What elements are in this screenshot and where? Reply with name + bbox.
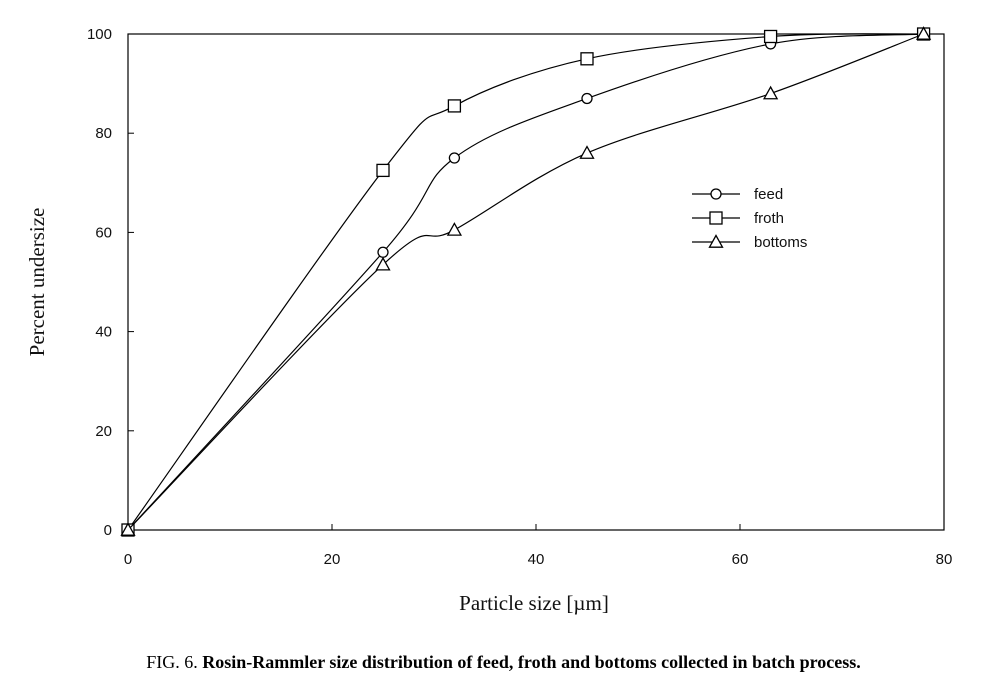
data-point-froth [447, 99, 462, 113]
x-tick-label: 20 [324, 551, 341, 568]
x-axis-title: Particle size [µm] [459, 591, 609, 615]
caption-label: FIG. 6. [146, 652, 198, 672]
series-bottoms [120, 26, 932, 536]
series-line-feed [127, 33, 924, 531]
legend-marker-froth [709, 211, 723, 225]
x-tick-label: 80 [936, 551, 953, 568]
data-point-feed [448, 152, 461, 164]
data-point-bottoms [120, 522, 136, 536]
series-froth [121, 27, 931, 537]
data-point-froth [763, 29, 778, 44]
y-axis-title: Percent undersize [25, 208, 49, 357]
y-tick-label: 60 [95, 224, 112, 241]
data-point-bottoms [375, 256, 391, 271]
legend-item-bottoms: bottoms [692, 234, 807, 251]
legend-label: bottoms [754, 234, 807, 251]
data-point-bottoms [579, 145, 595, 159]
caption-text: Rosin-Rammler size distribution of feed,… [202, 652, 861, 672]
legend-marker-feed [710, 188, 722, 200]
series-layer [120, 26, 932, 537]
legend-label: froth [754, 210, 784, 227]
data-point-feed [377, 246, 389, 258]
data-point-feed [581, 92, 593, 105]
legend-label: feed [754, 186, 783, 203]
legend-item-froth: froth [692, 210, 784, 227]
x-tick-label: 60 [732, 551, 749, 568]
series-feed [122, 28, 930, 536]
x-tick-label: 40 [528, 551, 545, 568]
x-tick-label: 0 [124, 551, 132, 568]
legend: feed froth bottoms [692, 186, 807, 251]
series-line-froth [127, 33, 924, 531]
data-point-froth [376, 163, 390, 178]
plot-frame [127, 33, 945, 531]
y-tick-label: 0 [104, 522, 112, 539]
data-point-froth [580, 52, 594, 66]
y-tick-label: 80 [95, 125, 112, 142]
data-point-bottoms [762, 85, 779, 100]
y-tick-label: 40 [95, 324, 112, 341]
y-tick-label: 20 [95, 423, 112, 440]
series-line-bottoms [127, 33, 924, 531]
legend-marker-bottoms [708, 234, 724, 248]
y-tick-label: 100 [87, 26, 112, 43]
legend-item-feed: feed [692, 186, 783, 203]
figure-caption: FIG. 6. Rosin-Rammler size distribution … [0, 652, 1007, 673]
data-point-bottoms [915, 26, 932, 40]
axis-ticks: 0 20 40 60 80 0 20 40 60 80 100 [87, 26, 952, 568]
chart: 0 20 40 60 80 0 20 40 60 80 100 feed froth bottoms P… [25, 26, 952, 615]
data-point-bottoms [446, 222, 463, 236]
